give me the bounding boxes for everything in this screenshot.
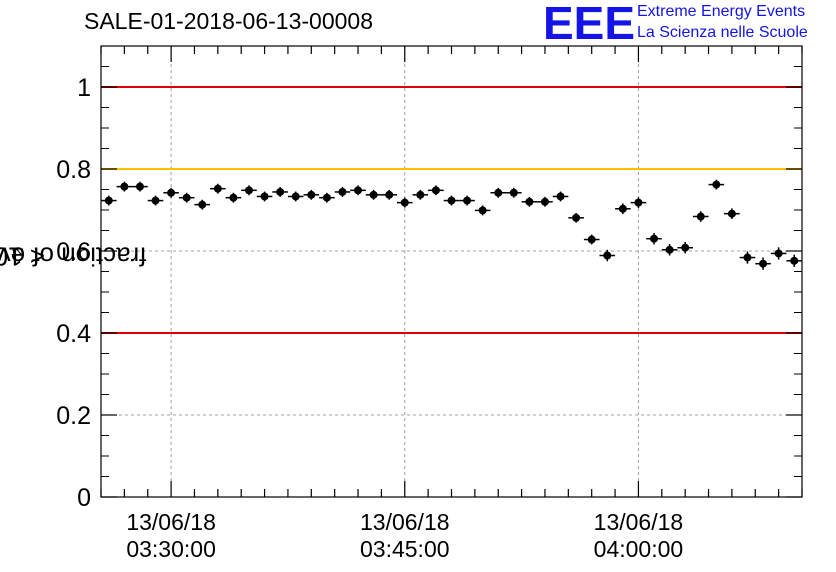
x-tick-label-time: 03:45:00 bbox=[360, 536, 450, 562]
x-tick-label-time: 03:30:00 bbox=[126, 536, 216, 562]
eee-logo: EEE bbox=[543, 0, 636, 49]
y-tick-label: 0.8 bbox=[56, 156, 91, 184]
chart-title: SALE-01-2018-06-13-00008 bbox=[84, 8, 373, 34]
data-point bbox=[556, 192, 565, 201]
data-point bbox=[400, 198, 409, 207]
data-point bbox=[650, 234, 659, 243]
data-point bbox=[369, 190, 378, 199]
data-point bbox=[494, 188, 503, 197]
data-point bbox=[338, 187, 347, 196]
data-point bbox=[104, 196, 113, 205]
y-tick-label: 1 bbox=[77, 74, 91, 102]
logo-subtitle-line1: Extreme Energy Events bbox=[637, 3, 806, 20]
data-point bbox=[182, 193, 191, 202]
data-point bbox=[276, 187, 285, 196]
data-point bbox=[354, 186, 363, 195]
data-point bbox=[151, 196, 160, 205]
logo-subtitle-line2: La Scienza nelle Scuole bbox=[637, 24, 808, 41]
data-point bbox=[696, 212, 705, 221]
y-tick-label: 0.4 bbox=[56, 320, 91, 348]
data-point bbox=[478, 206, 487, 215]
data-point bbox=[587, 235, 596, 244]
data-point bbox=[618, 204, 627, 213]
data-point bbox=[665, 245, 674, 254]
y-tick-label: 0.2 bbox=[56, 402, 91, 430]
data-point bbox=[712, 180, 721, 189]
data-point bbox=[743, 253, 752, 262]
data-point bbox=[572, 213, 581, 222]
y-tick-label: 0 bbox=[77, 484, 91, 512]
data-point bbox=[120, 182, 129, 191]
data-point bbox=[291, 192, 300, 201]
data-point bbox=[198, 200, 207, 209]
data-point bbox=[603, 251, 612, 260]
y-tick-label: 0.6 bbox=[56, 238, 91, 266]
data-point bbox=[135, 182, 144, 191]
data-point bbox=[790, 256, 799, 265]
data-point bbox=[307, 190, 316, 199]
x-tick-label-date: 13/06/18 bbox=[360, 509, 450, 535]
data-point bbox=[509, 188, 518, 197]
data-point bbox=[447, 196, 456, 205]
data-point bbox=[774, 249, 783, 258]
data-point bbox=[244, 186, 253, 195]
plot-frame bbox=[100, 45, 803, 498]
data-point bbox=[213, 184, 222, 193]
data-point bbox=[260, 192, 269, 201]
data-point bbox=[727, 209, 736, 218]
data-point bbox=[681, 243, 690, 252]
data-point bbox=[540, 197, 549, 206]
x-tick-label-date: 13/06/18 bbox=[126, 509, 216, 535]
data-point bbox=[416, 190, 425, 199]
data-point bbox=[229, 193, 238, 202]
data-point bbox=[634, 198, 643, 207]
data-point bbox=[463, 196, 472, 205]
data-point bbox=[431, 186, 440, 195]
x-tick-label-time: 04:00:00 bbox=[594, 536, 684, 562]
data-point bbox=[322, 193, 331, 202]
data-point bbox=[525, 197, 534, 206]
data-point bbox=[759, 259, 768, 268]
x-tick-label-date: 13/06/18 bbox=[594, 509, 684, 535]
data-point bbox=[385, 190, 394, 199]
data-point bbox=[167, 188, 176, 197]
